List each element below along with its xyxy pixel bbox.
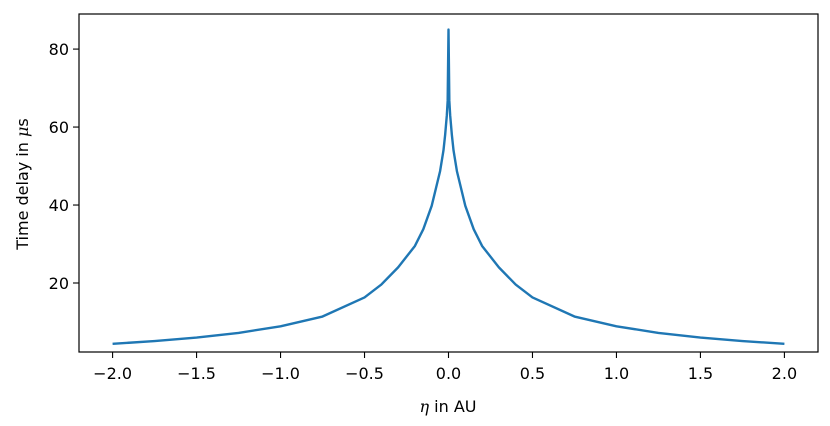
y-axis-label-symbol: μ [13,127,32,137]
x-axis-label-symbol: η [419,397,429,416]
y-axis-ticks: 20 40 60 80 [49,40,79,293]
y-tick-label: 60 [49,118,69,137]
x-tick-label: −0.5 [345,364,384,383]
x-tick-label: 0.5 [520,364,545,383]
x-tick-label: 0.0 [436,364,461,383]
x-tick-label: −1.0 [261,364,300,383]
y-axis-label-text: Time delay in [13,137,32,251]
series-line [112,28,785,346]
x-axis-label: η in AU [419,397,476,416]
series-layer [112,28,785,346]
x-tick-label: 1.5 [688,364,713,383]
y-tick-label: 80 [49,40,69,59]
x-tick-label: 2.0 [772,364,797,383]
x-tick-label: 1.0 [604,364,629,383]
x-tick-label: −2.0 [93,364,132,383]
plot-frame [78,13,819,353]
x-axis-ticks: −2.0 −1.5 −1.0 −0.5 0.0 0.5 1.0 1.5 2.0 [93,352,797,383]
y-axis-label-unit: s [13,118,32,126]
x-axis-label-text: in AU [429,397,476,416]
y-tick-label: 40 [49,196,69,215]
y-axis-label: Time delay in μs [13,118,32,250]
y-tick-label: 20 [49,274,69,293]
x-tick-label: −1.5 [177,364,216,383]
